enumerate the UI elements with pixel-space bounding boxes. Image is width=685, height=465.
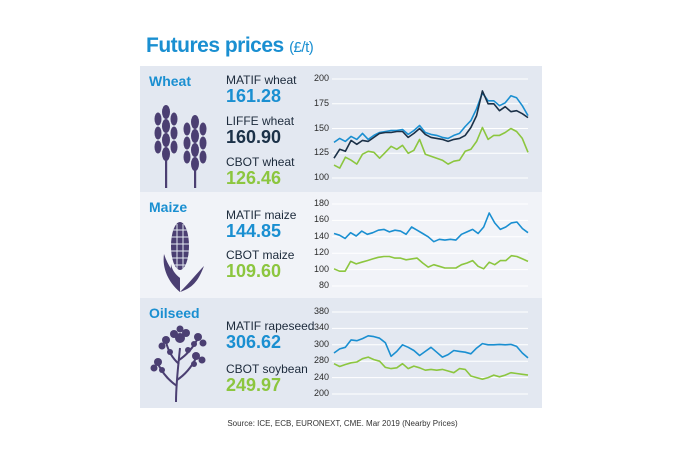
source-note: Source: ICE, ECB, EURONEXT, CME. Mar 201… (227, 419, 458, 428)
y-tick-label: 340 (313, 322, 329, 333)
series-line-matif-rapeseed (333, 334, 529, 359)
cbot-soybean-value: 249.97 (226, 375, 282, 395)
y-tick-label: 175 (313, 97, 329, 108)
matif-maize-value: 144.85 (226, 221, 282, 241)
cbot-wheat-label: CBOT wheat (226, 155, 295, 169)
title-text: Futures prices (146, 34, 284, 57)
cbot-maize-label: CBOT maize (226, 248, 295, 262)
matif-rapeseed-label: MATIF rapeseed (226, 319, 315, 333)
y-tick-label: 300 (313, 338, 329, 349)
y-tick-label: 200 (313, 73, 329, 83)
series-line-matif-wheat (333, 92, 529, 144)
rapeseed-flower-icon (150, 325, 207, 403)
maize-panel: Maize MATIF maize 144.85 CBOT maize 109.… (140, 192, 542, 298)
section-name-oilseed: Oilseed (149, 305, 200, 321)
series-line-cbot-wheat (333, 126, 529, 169)
y-tick-label: 125 (313, 147, 329, 158)
cbot-wheat-value: 126.46 (226, 168, 282, 188)
matif-maize-label: MATIF maize (226, 208, 297, 222)
y-tick-label: 80 (318, 280, 329, 290)
liffe-wheat-label: LIFFE wheat (226, 114, 295, 128)
title-unit: (£/t) (289, 39, 314, 56)
section-name-maize: Maize (149, 199, 188, 215)
series-line-liffe-wheat (333, 90, 529, 159)
page-title: Futures prices (£/t) (146, 34, 314, 58)
y-tick-label: 140 (313, 230, 329, 241)
y-tick-label: 100 (313, 263, 329, 274)
liffe-wheat-value: 160.90 (226, 127, 282, 147)
corn-icon (163, 222, 204, 292)
oilseed-panel: Oilseed MATIF rapeseed 306.62 CBOT soybe… (140, 298, 542, 408)
y-tick-label: 120 (313, 247, 329, 258)
y-tick-label: 240 (313, 371, 329, 382)
y-tick-label: 100 (313, 172, 329, 182)
section-name-wheat: Wheat (149, 73, 191, 89)
y-tick-label: 180 (313, 198, 329, 208)
cbot-maize-value: 109.60 (226, 261, 282, 281)
y-tick-label: 280 (313, 355, 329, 366)
y-tick-label: 200 (313, 388, 329, 398)
y-tick-label: 150 (313, 122, 329, 133)
y-tick-label: 380 (313, 306, 329, 316)
series-line-cbot-soybean (333, 356, 529, 381)
matif-wheat-value: 161.28 (226, 86, 282, 106)
matif-wheat-label: MATIF wheat (226, 73, 297, 87)
cbot-soybean-label: CBOT soybean (226, 362, 308, 376)
y-tick-label: 160 (313, 214, 329, 225)
series-line-matif-maize (333, 212, 529, 243)
wheat-icon (154, 105, 207, 188)
wheat-panel: Wheat MATIF wheat 161.28 LIFFE wheat 160… (140, 66, 542, 192)
series-line-cbot-maize (333, 254, 529, 273)
matif-rapeseed-value: 306.62 (226, 332, 282, 352)
